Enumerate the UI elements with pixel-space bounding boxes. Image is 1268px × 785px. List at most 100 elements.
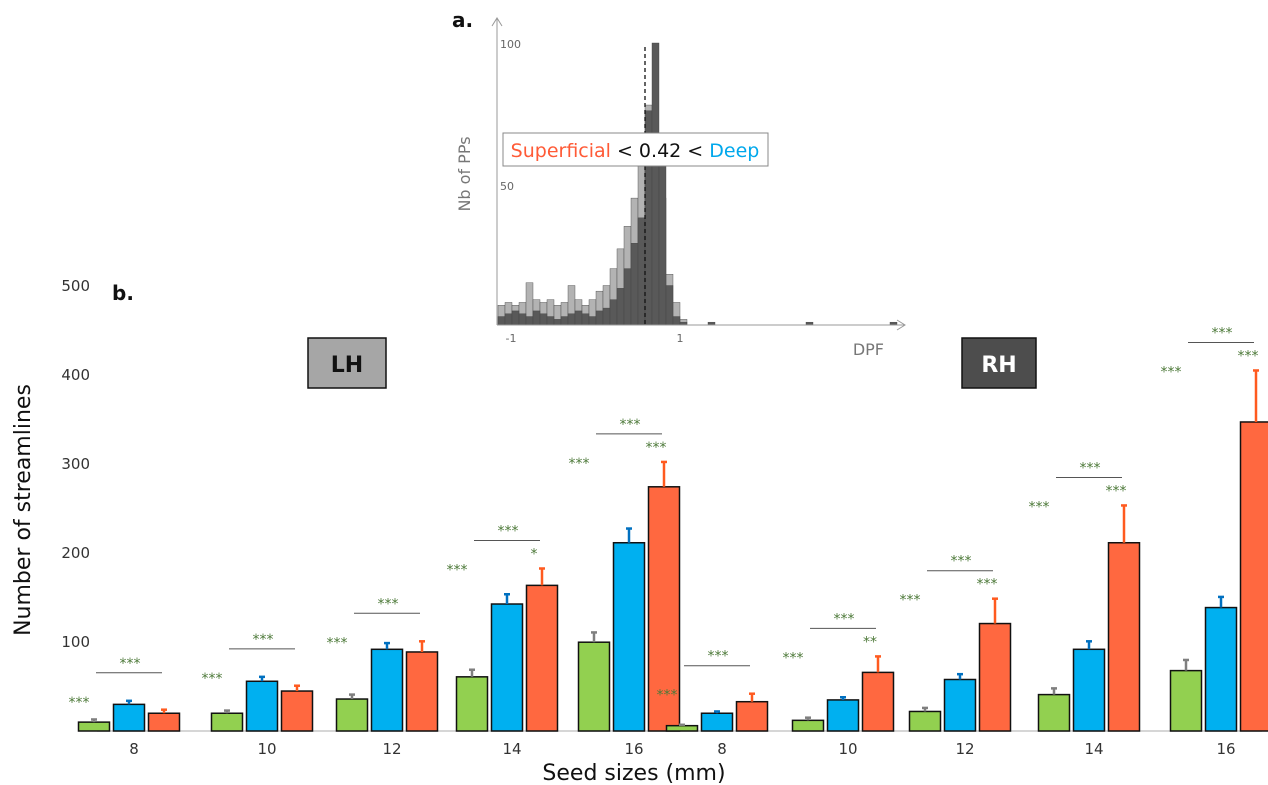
hist-bar-dark — [637, 217, 646, 326]
bar-rh-8-s2 — [735, 700, 769, 732]
y-axis-title: Number of streamlines — [11, 384, 36, 636]
hist-bar-dark — [595, 310, 604, 326]
rh-label: RH — [981, 353, 1016, 378]
panel-a-histogram: a. 100 50 -1 1 DPF Nb of PPs Superficial… — [452, 8, 906, 359]
x-axis-title: Seed sizes (mm) — [542, 761, 725, 785]
x-tick-rh-12: 12 — [955, 740, 974, 758]
inset-x-tick-1: 1 — [677, 332, 684, 345]
lh-box — [307, 337, 387, 389]
hist-bar-dark — [525, 316, 534, 326]
panel-b-label: b. — [112, 281, 134, 305]
sig-top: *** — [834, 611, 855, 627]
sig-right: ** — [863, 634, 877, 650]
sig-left: *** — [783, 650, 804, 666]
hist-bar-dark — [623, 268, 632, 326]
hist-bar-dark — [532, 310, 541, 326]
deep-label: Deep — [709, 140, 759, 162]
sig-top: *** — [951, 554, 972, 570]
sig-right: * — [531, 546, 538, 562]
x-tick-lh-10: 10 — [257, 740, 276, 758]
bar-rh-10-s1 — [826, 699, 860, 732]
y-tick-500: 500 — [61, 277, 90, 295]
bar-rh-12-s0 — [908, 710, 942, 732]
hist-bar-dark — [581, 313, 590, 326]
bar-lh-8-s0 — [77, 721, 111, 732]
inset-x-title: DPF — [853, 340, 884, 359]
y-tick-200: 200 — [61, 544, 90, 562]
bar-lh-14-s2 — [525, 584, 559, 732]
x-tick-lh-14: 14 — [502, 740, 521, 758]
x-tick-rh-14: 14 — [1084, 740, 1103, 758]
bar-lh-12-s0 — [335, 698, 369, 732]
hist-bar-dark — [616, 288, 625, 326]
bar-rh-10-s2 — [861, 671, 895, 732]
hist-bar-dark — [651, 42, 660, 326]
threshold-box — [502, 132, 769, 167]
bar-rh-8-s0 — [665, 724, 699, 732]
sig-left: *** — [202, 671, 223, 687]
hist-bar-dark — [609, 299, 618, 326]
hist-bar-dark — [630, 243, 639, 326]
hist-bar-dark — [497, 316, 506, 326]
hist-bar-dark — [665, 285, 674, 326]
sig-left: *** — [1161, 364, 1182, 380]
sig-left: *** — [900, 593, 921, 609]
y-tick-100: 100 — [61, 633, 90, 651]
x-tick-rh-8: 8 — [717, 740, 727, 758]
bar-lh-10-s2 — [280, 690, 314, 732]
lh-label: LH — [331, 353, 363, 378]
histogram-bars — [497, 42, 898, 326]
sig-top: *** — [253, 632, 274, 648]
bar-marks: 8******10******12******14*******16******… — [69, 325, 1268, 758]
hist-bar-dark — [511, 310, 520, 326]
rh-box — [961, 337, 1037, 389]
bar-rh-16-s1 — [1204, 606, 1238, 732]
bar-lh-16-s0 — [577, 641, 611, 732]
sig-left: *** — [69, 695, 90, 711]
hist-bar-dark — [588, 316, 597, 326]
bar-rh-10-s0 — [791, 719, 825, 732]
hist-bar-dark — [602, 307, 611, 326]
bar-rh-16-s0 — [1169, 669, 1203, 732]
bar-lh-14-s0 — [455, 676, 489, 732]
inset-y-tick-100: 100 — [500, 38, 521, 51]
bar-lh-14-s1 — [490, 603, 524, 732]
sig-top: *** — [120, 656, 141, 672]
x-tick-rh-10: 10 — [838, 740, 857, 758]
bar-rh-14-s0 — [1037, 693, 1071, 732]
inset-y-tick-50: 50 — [500, 180, 514, 193]
x-tick-lh-8: 8 — [129, 740, 139, 758]
sig-left: *** — [1029, 499, 1050, 515]
bar-rh-16-s2 — [1239, 421, 1268, 732]
hist-bar-dark — [553, 319, 562, 326]
bar-lh-8-s2 — [147, 712, 181, 732]
bar-lh-10-s1 — [245, 680, 279, 732]
inset-x-tick-neg1: -1 — [506, 332, 517, 345]
sig-right: *** — [646, 440, 667, 456]
hist-bar-dark — [560, 316, 569, 326]
sig-right: *** — [1238, 348, 1259, 364]
sig-top: *** — [708, 649, 729, 665]
bar-lh-12-s1 — [370, 648, 404, 732]
x-tick-lh-16: 16 — [624, 740, 643, 758]
hist-bar-dark — [567, 313, 576, 326]
hist-bar-dark — [672, 316, 681, 326]
hist-bar-dark — [574, 310, 583, 326]
hist-bar-dark — [518, 313, 527, 326]
bar-rh-8-s1 — [700, 712, 734, 732]
sig-left: *** — [447, 562, 468, 578]
sig-top: *** — [620, 417, 641, 433]
sig-left: *** — [569, 456, 590, 472]
sig-top: *** — [498, 523, 519, 539]
sig-right: *** — [977, 577, 998, 593]
x-tick-lh-12: 12 — [382, 740, 401, 758]
inset-y-arrow — [491, 17, 503, 27]
panel-a-label: a. — [452, 8, 473, 32]
hist-bar-dark — [539, 313, 548, 326]
panel-b-bar-chart: b. 100 200 300 400 500 Number of streaml… — [11, 277, 1268, 785]
hist-bar-dark — [658, 164, 667, 326]
sig-left: *** — [657, 688, 678, 704]
threshold-value: < 0.42 < — [611, 140, 709, 162]
bar-lh-16-s1 — [612, 541, 646, 732]
